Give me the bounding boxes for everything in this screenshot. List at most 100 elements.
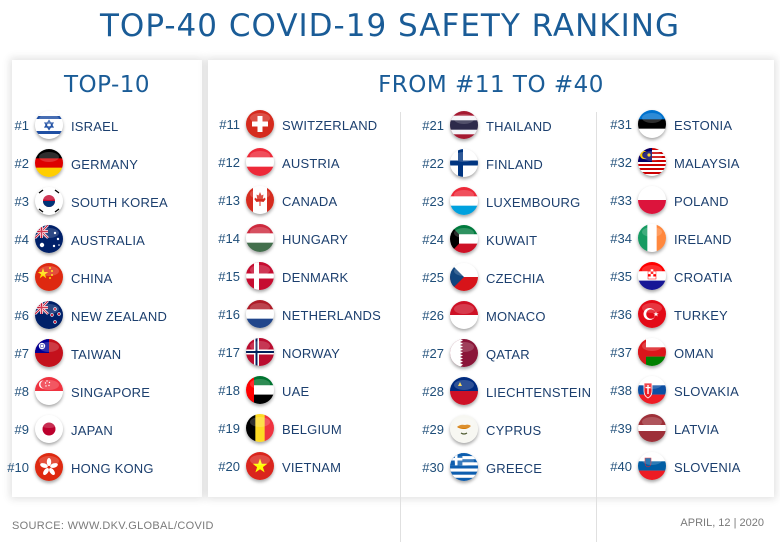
rank-number: #27 (422, 346, 444, 361)
country-name: SINGAPORE (71, 385, 151, 400)
hong-kong-flag-icon (35, 453, 63, 481)
country-name: JAPAN (71, 423, 113, 438)
ranking-row: #1 ISRAEL (0, 107, 175, 145)
country-name: LATVIA (674, 422, 720, 437)
rank-number: #35 (610, 269, 632, 284)
slovenia-flag-icon (638, 452, 666, 480)
ranking-row: #36 TURKEY (598, 296, 778, 334)
rank-number: #38 (610, 383, 632, 398)
country-name: POLAND (674, 194, 729, 209)
ranking-row: #23 LUXEMBOURG (410, 183, 590, 221)
liechtenstein-flag-icon (450, 377, 478, 405)
rest-panel: FROM #11 TO #40 (208, 60, 774, 542)
country-name: TURKEY (674, 308, 728, 323)
rank-number: #9 (14, 422, 29, 437)
canada-flag-icon (246, 186, 274, 214)
thailand-flag-icon (450, 111, 478, 139)
rank-number: #11 (219, 117, 240, 132)
date-note: APRIL, 12 | 2020 (680, 517, 764, 529)
rank-number: #17 (218, 345, 240, 360)
poland-flag-icon (638, 186, 666, 214)
country-name: OMAN (674, 346, 714, 361)
rest-heading: FROM #11 TO #40 (378, 72, 604, 98)
rank-number: #26 (422, 308, 444, 323)
rank-number: #6 (14, 308, 29, 323)
rank-number: #22 (422, 156, 444, 171)
ranking-row: #31 ESTONIA (598, 106, 778, 144)
ranking-row: #15 DENMARK (206, 258, 386, 296)
rank-number: #34 (610, 231, 632, 246)
country-name: IRELAND (674, 232, 732, 247)
south-korea-flag-icon (35, 187, 63, 215)
column-divider (596, 112, 597, 542)
ranking-row: #28 LIECHTENSTEIN (410, 373, 592, 411)
ranking-row: #4 AUSTRALIA (0, 221, 175, 259)
country-name: TAIWAN (71, 347, 122, 362)
germany-flag-icon (35, 149, 63, 177)
ranking-row: #30 GREECE (410, 449, 590, 487)
singapore-flag-icon (35, 377, 63, 405)
ranking-row: #13 CANADA (206, 182, 386, 220)
ranking-row: #3 SOUTH KOREA (0, 183, 175, 221)
taiwan-flag-icon (35, 339, 63, 367)
ireland-flag-icon (638, 224, 666, 252)
switzerland-flag-icon (246, 110, 274, 138)
rank-number: #23 (422, 194, 444, 209)
rank-number: #20 (218, 459, 240, 474)
israel-flag-icon (35, 111, 63, 139)
ranking-column-2: #11 SWITZERLAND #12 AUSTRIA #13 CANADA #14 HUNG… (206, 106, 386, 486)
rank-number: #1 (14, 118, 29, 133)
country-name: FINLAND (486, 157, 544, 172)
new-zealand-flag-icon (35, 301, 63, 329)
rank-number: #7 (14, 346, 29, 361)
ranking-row: #8 SINGAPORE (0, 373, 175, 411)
ranking-row: #32 MALAYSIA (598, 144, 778, 182)
country-name: MALAYSIA (674, 156, 740, 171)
rank-number: #12 (218, 155, 240, 170)
china-flag-icon (35, 263, 63, 291)
ranking-row: #39 LATVIA (598, 410, 778, 448)
japan-flag-icon (35, 415, 63, 443)
ranking-row: #27 QATAR (410, 335, 590, 373)
rank-number: #14 (218, 231, 240, 246)
latvia-flag-icon (638, 414, 666, 442)
ranking-row: #16 NETHERLANDS (206, 296, 386, 334)
ranking-row: #17 NORWAY (206, 334, 386, 372)
ranking-row: #7 TAIWAN (0, 335, 175, 373)
ranking-row: #26 MONACO (410, 297, 590, 335)
ranking-column-4: #31 ESTONIA #32 MALAYSIA #33 POLAND #34 IRELAND… (598, 106, 778, 486)
country-name: ISRAEL (71, 119, 119, 134)
rank-number: #39 (610, 421, 632, 436)
country-name: NORWAY (282, 346, 341, 361)
country-name: LIECHTENSTEIN (486, 385, 592, 400)
norway-flag-icon (246, 338, 274, 366)
austria-flag-icon (246, 148, 274, 176)
luxembourg-flag-icon (450, 187, 478, 215)
ranking-row: #18 UAE (206, 372, 386, 410)
oman-flag-icon (638, 338, 666, 366)
turkey-flag-icon (638, 300, 666, 328)
country-name: HUNGARY (282, 232, 349, 247)
rank-number: #13 (218, 193, 240, 208)
ranking-row: #25 CZECHIA (410, 259, 590, 297)
country-name: SLOVENIA (674, 460, 741, 475)
rank-number: #30 (422, 460, 444, 475)
country-name: LUXEMBOURG (486, 195, 581, 210)
rank-number: #25 (422, 270, 444, 285)
croatia-flag-icon (638, 262, 666, 290)
ranking-row: #38 SLOVAKIA (598, 372, 778, 410)
ranking-row: #29 CYPRUS (410, 411, 590, 449)
country-name: CZECHIA (486, 271, 545, 286)
ranking-row: #33 POLAND (598, 182, 778, 220)
country-name: AUSTRIA (282, 156, 340, 171)
ranking-row: #2 GERMANY (0, 145, 175, 183)
netherlands-flag-icon (246, 300, 274, 328)
rank-number: #37 (610, 345, 632, 360)
rank-number: #40 (610, 459, 632, 474)
country-name: KUWAIT (486, 233, 538, 248)
country-name: CHINA (71, 271, 113, 286)
country-name: SWITZERLAND (282, 118, 378, 133)
ranking-row: #5 CHINA (0, 259, 175, 297)
ranking-row: #19 BELGIUM (206, 410, 386, 448)
country-name: CANADA (282, 194, 338, 209)
